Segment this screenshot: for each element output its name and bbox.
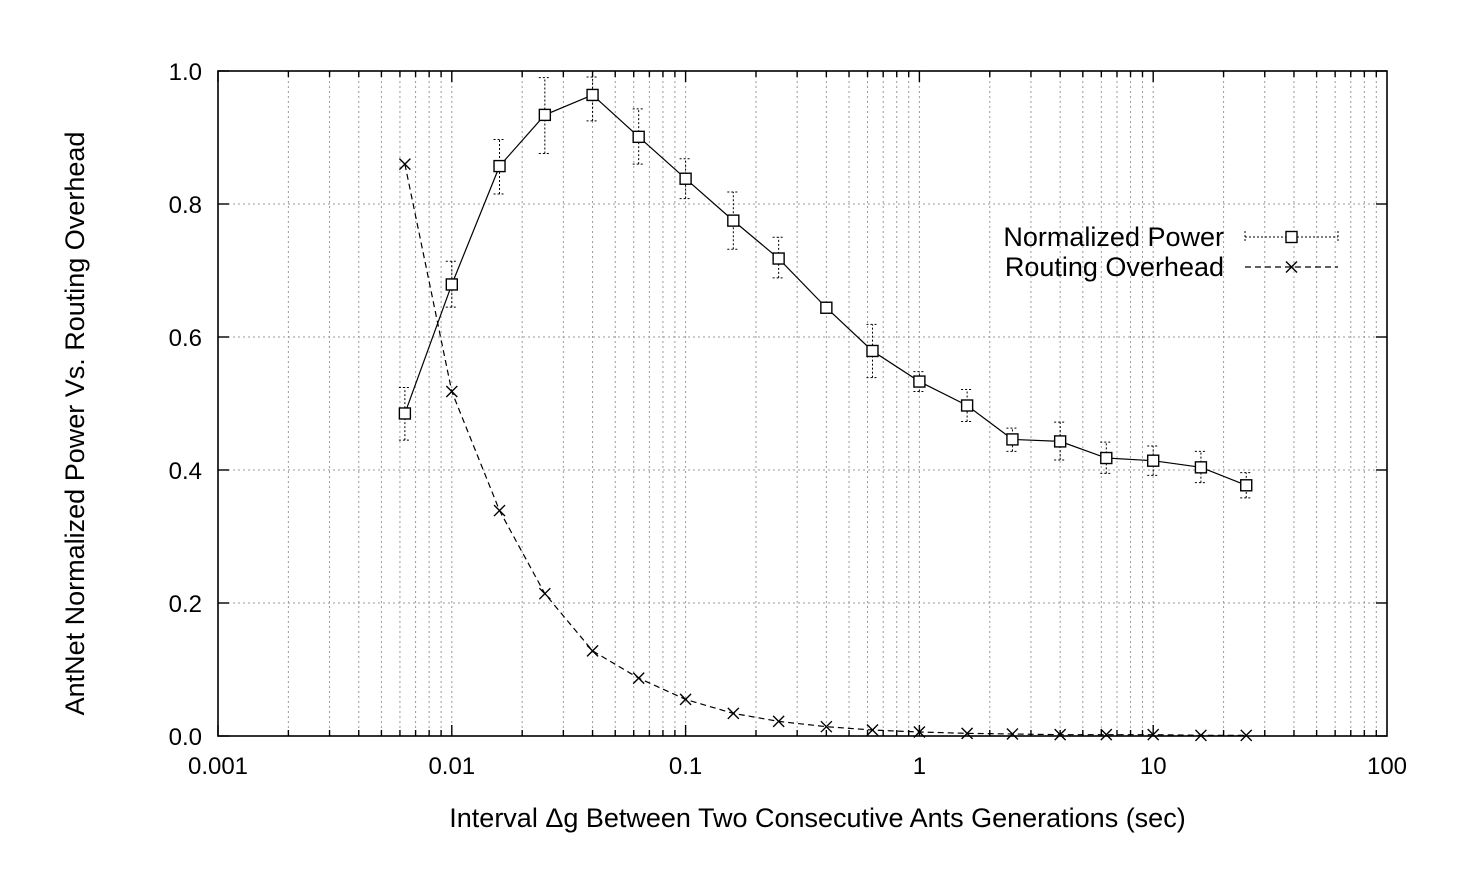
data-point-x [727, 707, 740, 720]
data-point-square [1194, 461, 1208, 474]
data-point-x [586, 644, 599, 657]
data-point-square [632, 130, 645, 144]
data-point-x [1054, 728, 1067, 741]
data-point-x [538, 587, 551, 600]
data-point-square [1100, 451, 1113, 465]
data-point-square [1146, 454, 1160, 467]
x-tick-label: 1 [913, 753, 926, 780]
error-bar [961, 389, 974, 422]
data-point-square [1240, 479, 1253, 492]
data-point-x [632, 672, 645, 685]
error-bar [493, 138, 506, 195]
data-point-square [866, 344, 879, 358]
x-tick-label: 0.001 [188, 753, 248, 780]
data-point-square [772, 252, 785, 265]
data-point-x [493, 504, 506, 517]
data-point-square [538, 108, 552, 122]
data-point-square [445, 278, 458, 291]
data-point-square [679, 172, 692, 185]
data-point-square [586, 88, 599, 102]
data-point-x [679, 693, 692, 706]
error-bar [866, 323, 879, 379]
data-point-x [445, 385, 458, 398]
legend-label: Routing Overhead [1005, 252, 1224, 282]
data-point-square [1285, 230, 1298, 244]
data-point-x [913, 726, 926, 739]
data-point-square [1006, 433, 1019, 446]
grid [218, 71, 1387, 736]
data-point-square [913, 375, 926, 388]
error-bar [398, 387, 411, 441]
y-tick-label: 0.6 [169, 325, 202, 352]
data-point-square [493, 159, 506, 173]
plot-frame [217, 70, 1388, 737]
series-line [404, 94, 1247, 486]
data-point-square [398, 407, 412, 420]
data-point-x [1100, 728, 1113, 741]
error-bar [1054, 421, 1067, 461]
data-point-x [1194, 729, 1207, 742]
data-point-x [1285, 261, 1298, 273]
data-point-square [960, 399, 974, 412]
x-axis-label: Interval Δg Between Two Consecutive Ants… [449, 803, 1185, 833]
data-point-x [961, 727, 974, 740]
x-tick-label: 0.1 [669, 753, 702, 780]
error-bar [1100, 441, 1113, 474]
x-tick-label: 100 [1367, 753, 1407, 780]
error-bar [445, 260, 458, 308]
series [398, 76, 1253, 742]
data-point-x [1006, 728, 1019, 740]
data-point-x [398, 158, 411, 171]
error-bar [679, 158, 692, 200]
data-point-x [820, 720, 833, 733]
y-axis-label: AntNet Normalized Power Vs. Routing Over… [60, 132, 90, 716]
axis-ticks: 0.001 0.01 0.1 1 10 100 0.0 0.2 0.4 0.6 0.8 1.0 [169, 59, 1407, 780]
y-tick-label: 0.4 [169, 458, 202, 485]
y-tick-label: 0.0 [169, 724, 202, 751]
data-point-x [1240, 729, 1253, 742]
data-point-x [772, 715, 785, 728]
data-point-square [727, 214, 740, 227]
y-tick-label: 0.8 [169, 192, 202, 219]
y-tick-label: 0.2 [169, 591, 202, 618]
error-bar [1194, 450, 1207, 484]
legend-label: Normalized Power [1003, 222, 1224, 252]
x-tick-label: 10 [1140, 753, 1167, 780]
error-bar [1147, 445, 1160, 476]
data-point-square [820, 301, 833, 314]
x-tick-label: 0.01 [428, 753, 475, 780]
y-tick-label: 1.0 [169, 59, 202, 86]
data-point-square [1053, 435, 1067, 448]
series-routing-overhead [398, 158, 1253, 742]
error-bar [1006, 427, 1019, 452]
data-point-x [866, 724, 879, 737]
data-point-x [1147, 728, 1160, 741]
series-normalized-power [398, 76, 1253, 499]
error-bar [632, 108, 645, 165]
